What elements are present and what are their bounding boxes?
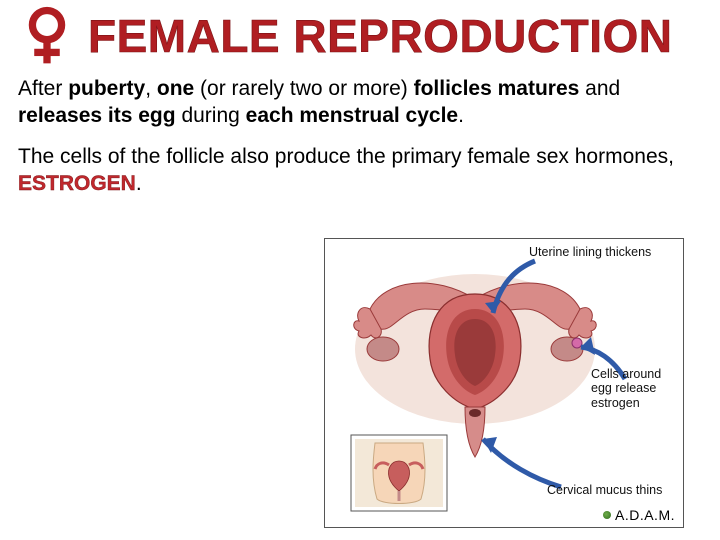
dl-m1: Cells around — [591, 367, 661, 381]
diagram-credit: A.D.A.M. — [603, 507, 675, 523]
anatomy-diagram: Uterine lining thickens Cells around egg… — [324, 238, 684, 528]
p2-hormone: ESTROGEN — [18, 172, 136, 195]
p1-b5: each menstrual cycle — [246, 104, 458, 127]
p1-b2: one — [157, 77, 200, 100]
p1-t6: . — [458, 104, 464, 127]
paragraph-2: The cells of the follicle also produce t… — [18, 144, 702, 198]
dl-m3: estrogen — [591, 396, 640, 410]
diagram-label-mid: Cells around egg release estrogen — [591, 367, 673, 410]
body-text: After puberty, one (or rarely two or mor… — [0, 68, 720, 198]
p1-t2: , — [145, 77, 157, 100]
dl-m2: egg release — [591, 381, 656, 395]
female-symbol-icon — [12, 4, 82, 68]
adam-logo-icon — [603, 511, 611, 519]
p1-t1: After — [18, 77, 68, 100]
p1-t3: (or rarely two or more) — [200, 77, 414, 100]
p2-t2: . — [136, 172, 142, 195]
diagram-label-top: Uterine lining thickens — [529, 245, 651, 259]
p1-t4: and — [579, 77, 620, 100]
diagram-label-bottom: Cervical mucus thins — [547, 483, 662, 497]
paragraph-1: After puberty, one (or rarely two or mor… — [18, 76, 702, 130]
p1-b1: puberty — [68, 77, 145, 100]
p1-t5: during — [181, 104, 245, 127]
p2-t1: The cells of the follicle also produce t… — [18, 145, 674, 168]
page-title: FEMALE REPRODUCTION — [88, 9, 673, 63]
p1-b3: follicles matures — [414, 77, 580, 100]
p1-b4: releases its egg — [18, 104, 181, 127]
credit-text: A.D.A.M. — [615, 507, 675, 523]
